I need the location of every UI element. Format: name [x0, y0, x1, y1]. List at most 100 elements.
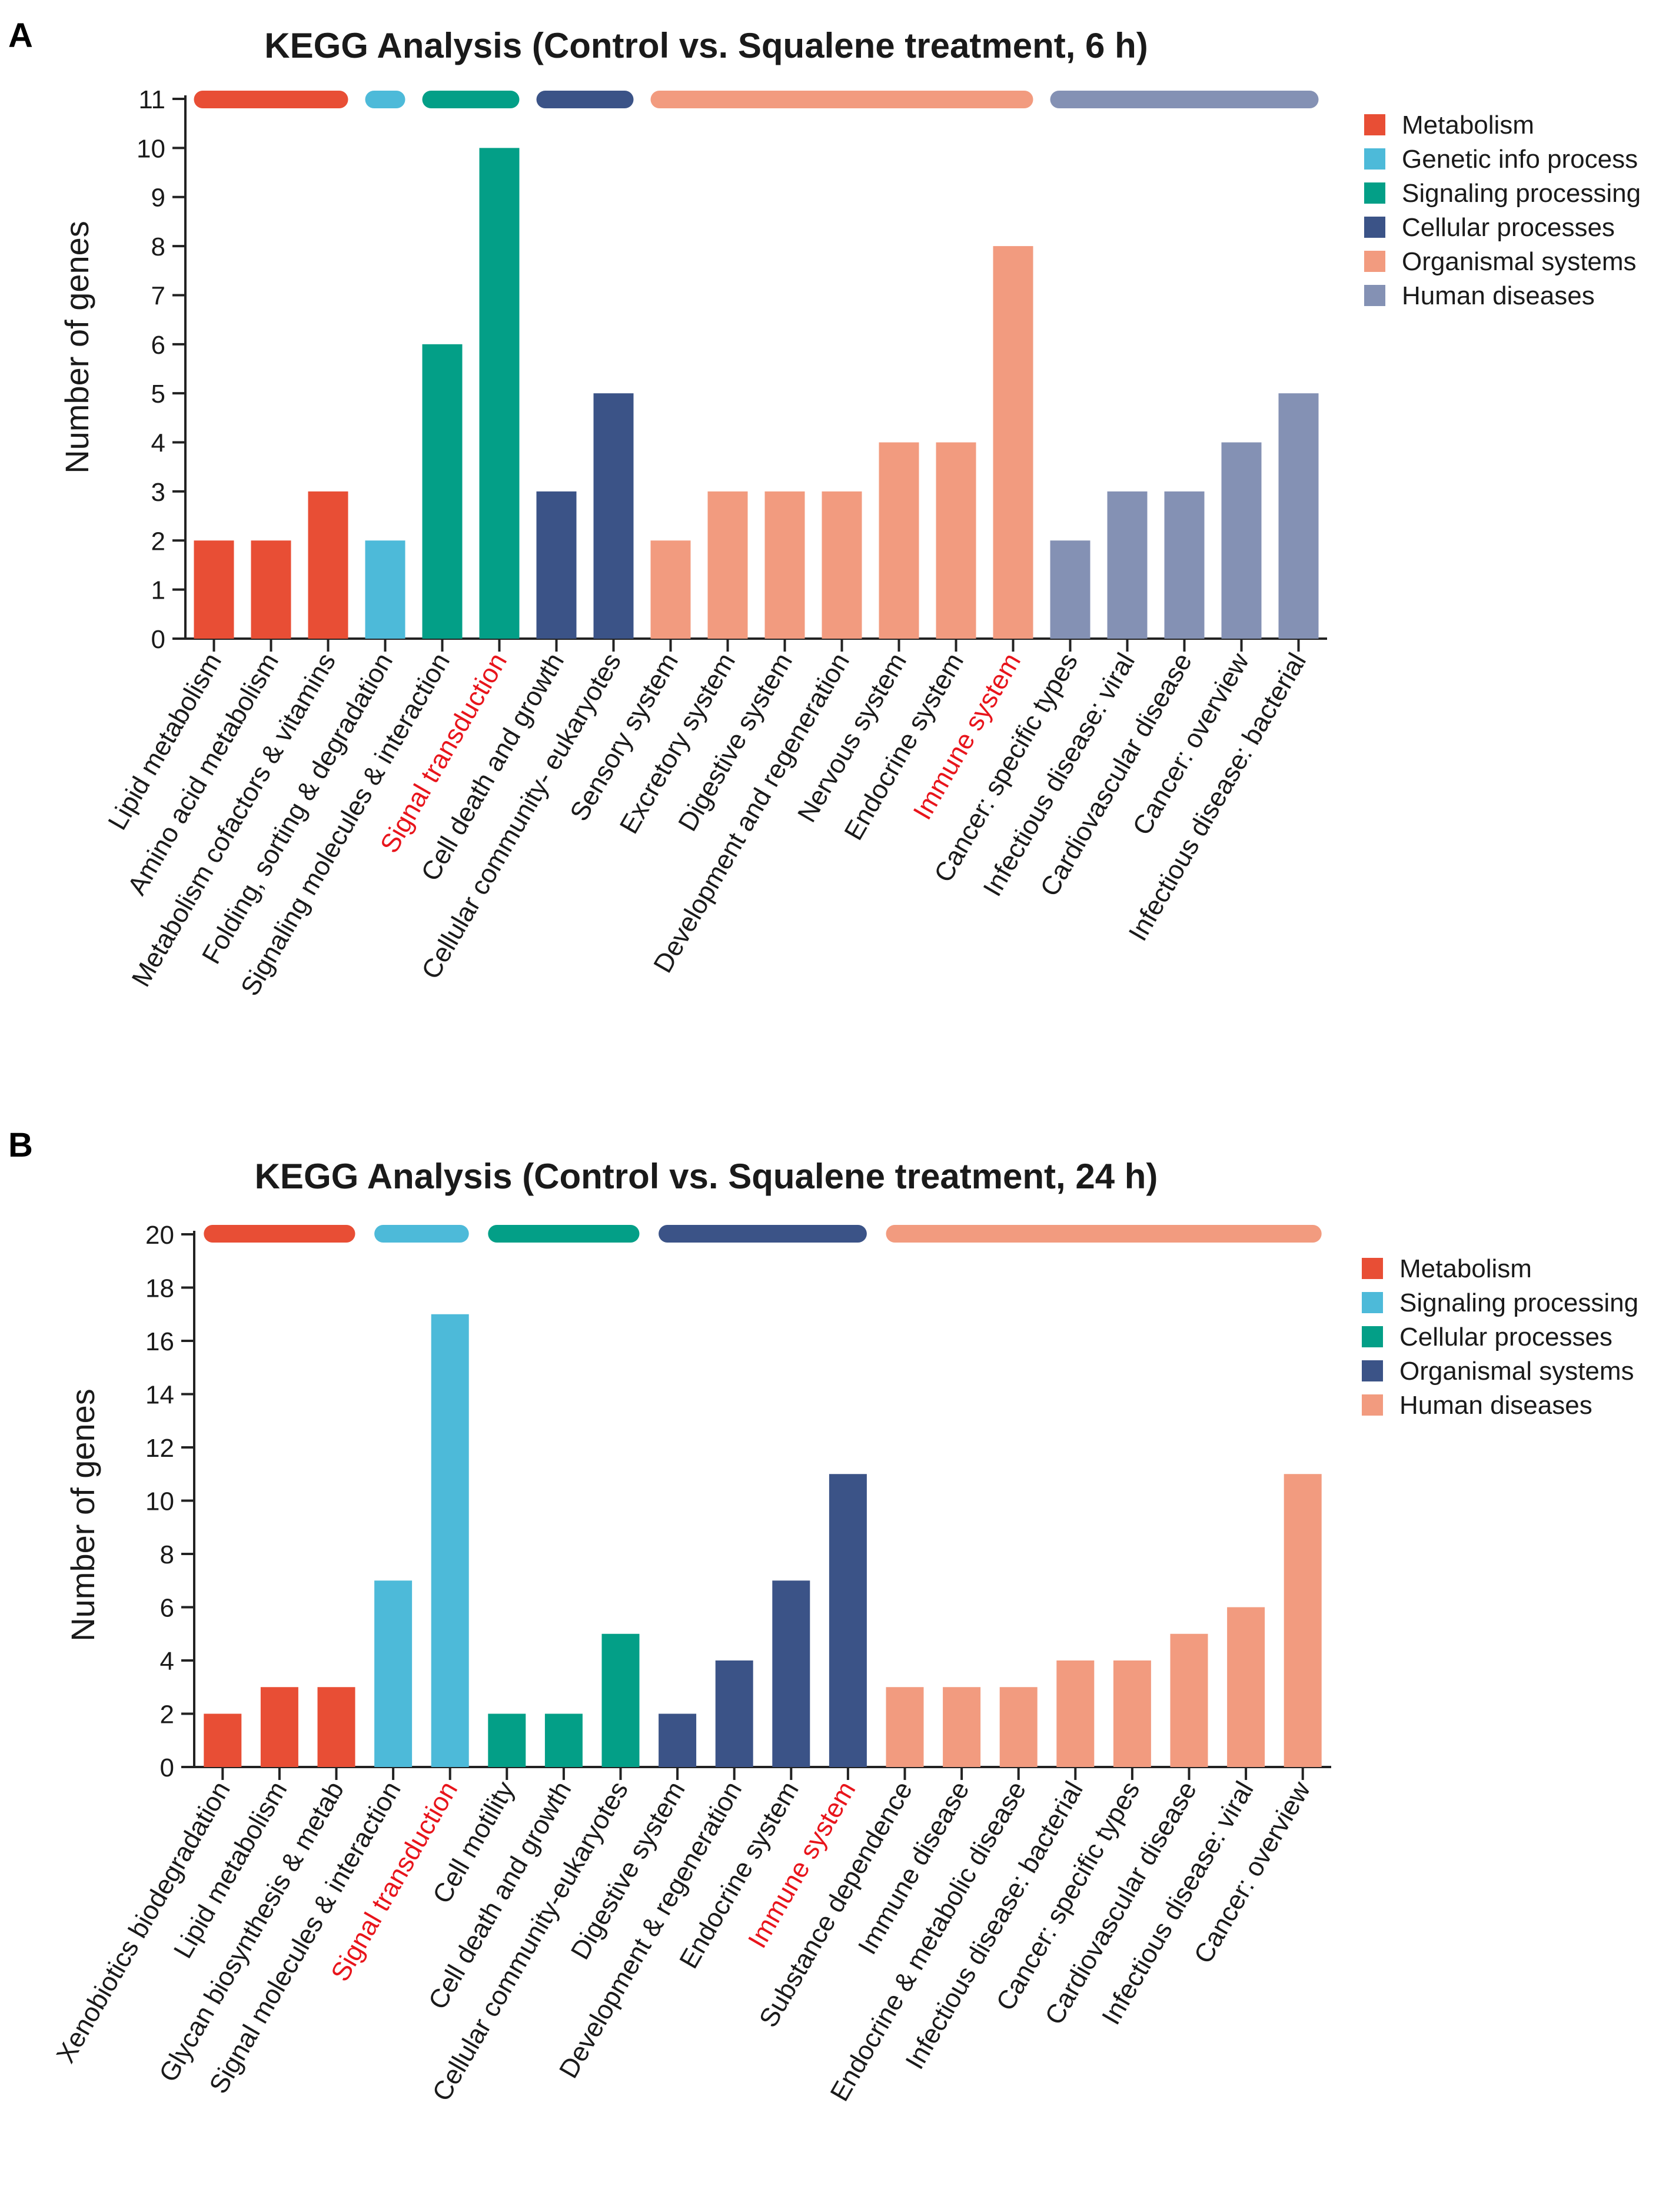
y-tick-label: 18	[145, 1274, 174, 1303]
panel-letter: B	[8, 1126, 33, 1164]
bar	[829, 1474, 867, 1767]
bar	[1221, 442, 1262, 639]
legend-label: Metabolism	[1402, 111, 1534, 140]
chart-b: B KEGG Analysis (Control vs. Squalene tr…	[8, 1126, 1638, 2106]
bar	[204, 1713, 242, 1767]
bar	[822, 491, 862, 639]
y-tick-label: 0	[151, 625, 165, 654]
y-tick-label: 1	[151, 576, 165, 605]
category-range-bar	[650, 91, 1033, 108]
y-tick-label: 0	[160, 1753, 174, 1782]
legend-swatch	[1362, 1326, 1383, 1347]
category-range-bar	[886, 1225, 1322, 1243]
chart-title: KEGG Analysis (Control vs. Squalene trea…	[255, 1157, 1158, 1196]
bar	[936, 442, 976, 639]
bar	[1050, 540, 1090, 639]
bar	[1284, 1474, 1322, 1767]
bar	[317, 1687, 355, 1767]
category-range-bar	[422, 91, 520, 108]
legend-label: Genetic info process	[1402, 145, 1638, 174]
legend-label: Organismal systems	[1399, 1357, 1634, 1386]
legend-swatch	[1364, 251, 1385, 272]
bar	[879, 442, 919, 639]
category-range-bar	[488, 1225, 640, 1243]
y-tick-label: 10	[137, 134, 165, 163]
category-range-bar	[194, 91, 348, 108]
y-tick-label: 9	[151, 184, 165, 212]
bar	[1107, 491, 1148, 639]
category-range-bar	[204, 1225, 355, 1243]
legend-swatch	[1364, 217, 1385, 238]
legend-label: Cellular processes	[1399, 1323, 1612, 1351]
panel-letter: A	[8, 16, 33, 55]
panel-b: B KEGG Analysis (Control vs. Squalene tr…	[0, 1106, 1679, 2212]
bar	[1278, 393, 1319, 639]
y-tick-label: 10	[145, 1487, 174, 1516]
bar	[764, 491, 805, 639]
bar	[650, 540, 691, 639]
y-tick-label: 8	[160, 1540, 174, 1569]
y-tick-label: 6	[151, 331, 165, 360]
y-tick-label: 4	[151, 429, 165, 458]
legend-swatch	[1362, 1394, 1383, 1416]
legend-label: Signaling processing	[1399, 1288, 1638, 1317]
y-tick-label: 2	[151, 527, 165, 556]
bar	[260, 1687, 298, 1767]
y-tick-label: 3	[151, 478, 165, 507]
legend-swatch	[1362, 1360, 1383, 1381]
legend-label: Signaling processing	[1402, 179, 1641, 208]
bar	[715, 1660, 753, 1767]
y-tick-label: 11	[138, 85, 165, 114]
y-tick-label: 7	[151, 281, 165, 310]
y-tick-label: 12	[145, 1434, 174, 1463]
y-tick-label: 2	[160, 1700, 174, 1729]
legend-label: Metabolism	[1399, 1254, 1532, 1283]
bar	[1227, 1607, 1265, 1767]
y-axis-label: Number of genes	[64, 1389, 101, 1642]
bar	[1056, 1660, 1095, 1767]
bar	[601, 1633, 640, 1767]
y-tick-label: 6	[160, 1594, 174, 1623]
legend-swatch	[1362, 1292, 1383, 1313]
bar	[544, 1713, 583, 1767]
bar	[1170, 1633, 1208, 1767]
y-tick-label: 8	[151, 233, 165, 261]
legend-swatch	[1364, 148, 1385, 170]
legend-label: Human diseases	[1399, 1391, 1592, 1420]
legend-swatch	[1364, 285, 1385, 306]
bar	[1113, 1660, 1151, 1767]
y-axis-label: Number of genes	[58, 221, 95, 474]
bar	[999, 1687, 1038, 1767]
y-tick-label: 14	[145, 1381, 174, 1410]
bar	[194, 540, 234, 639]
bar	[422, 344, 463, 639]
y-tick-label: 20	[145, 1221, 174, 1250]
bar	[251, 540, 291, 639]
legend-label: Human diseases	[1402, 281, 1595, 310]
bar	[886, 1687, 924, 1767]
bar	[536, 491, 577, 639]
y-tick-label: 5	[151, 380, 165, 408]
bar	[993, 246, 1033, 639]
bar	[431, 1314, 469, 1767]
category-range-bar	[659, 1225, 867, 1243]
bar	[488, 1713, 526, 1767]
chart-title: KEGG Analysis (Control vs. Squalene trea…	[264, 26, 1148, 65]
legend-label: Cellular processes	[1402, 213, 1615, 242]
bar	[374, 1580, 413, 1767]
y-tick-label: 4	[160, 1647, 174, 1676]
bar	[308, 491, 348, 639]
bar	[365, 540, 405, 639]
bar	[479, 148, 520, 639]
bar	[772, 1580, 810, 1767]
bar	[943, 1687, 981, 1767]
bar	[659, 1713, 697, 1767]
category-range-bar	[365, 91, 405, 108]
y-tick-label: 16	[145, 1327, 174, 1356]
panel-a: A KEGG Analysis (Control vs. Squalene tr…	[8, 16, 1641, 1001]
legend-swatch	[1362, 1258, 1383, 1279]
bar	[593, 393, 634, 639]
category-range-bar	[1050, 91, 1319, 108]
legend-swatch	[1364, 182, 1385, 204]
legend-swatch	[1364, 114, 1385, 135]
